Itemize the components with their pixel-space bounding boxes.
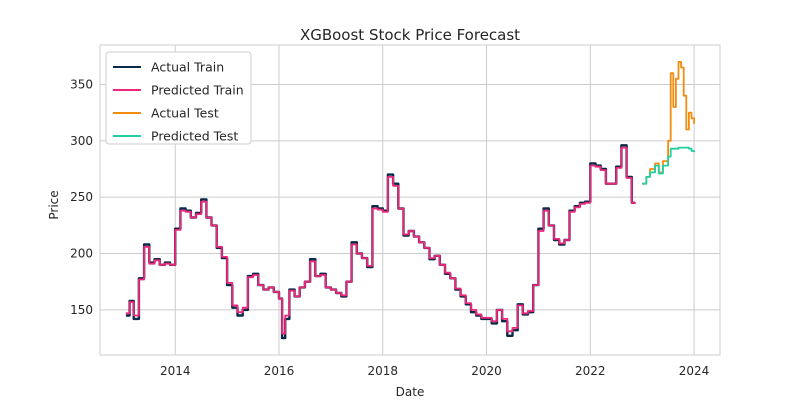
legend-box [105, 51, 252, 145]
y-tick-label: 250 [70, 190, 93, 204]
x-tick-label: 2022 [575, 364, 606, 378]
series-line-predicted-train [125, 146, 636, 335]
legend-label-predicted-train: Predicted Train [151, 83, 244, 98]
x-tick-label: 2016 [264, 364, 295, 378]
x-tick-label: 2020 [471, 364, 502, 378]
y-tick-label: 200 [70, 247, 93, 261]
legend-label-predicted-test: Predicted Test [151, 129, 238, 144]
legend-label-actual-train: Actual Train [151, 60, 224, 75]
y-tick-label: 300 [70, 134, 93, 148]
x-tick-label: 2014 [160, 364, 191, 378]
x-tick-label: 2018 [367, 364, 398, 378]
y-axis-label: Price [47, 190, 61, 219]
x-axis-label: Date [396, 385, 425, 399]
legend-label-actual-test: Actual Test [151, 106, 219, 121]
series-layer [125, 61, 695, 340]
tick-labels: 2014 2016 2018 2020 2022 2024 150 200 250 300 350 [70, 77, 709, 378]
y-tick-label: 350 [70, 77, 93, 91]
legend: Actual Train Predicted Train Actual Test Pr… [105, 51, 252, 145]
y-tick-label: 150 [70, 303, 93, 317]
grid [100, 45, 720, 355]
x-tick-label: 2024 [679, 364, 710, 378]
series-line-predicted-test [642, 146, 695, 185]
chart-title: XGBoost Stock Price Forecast [300, 26, 520, 44]
plot-frame [99, 44, 721, 356]
